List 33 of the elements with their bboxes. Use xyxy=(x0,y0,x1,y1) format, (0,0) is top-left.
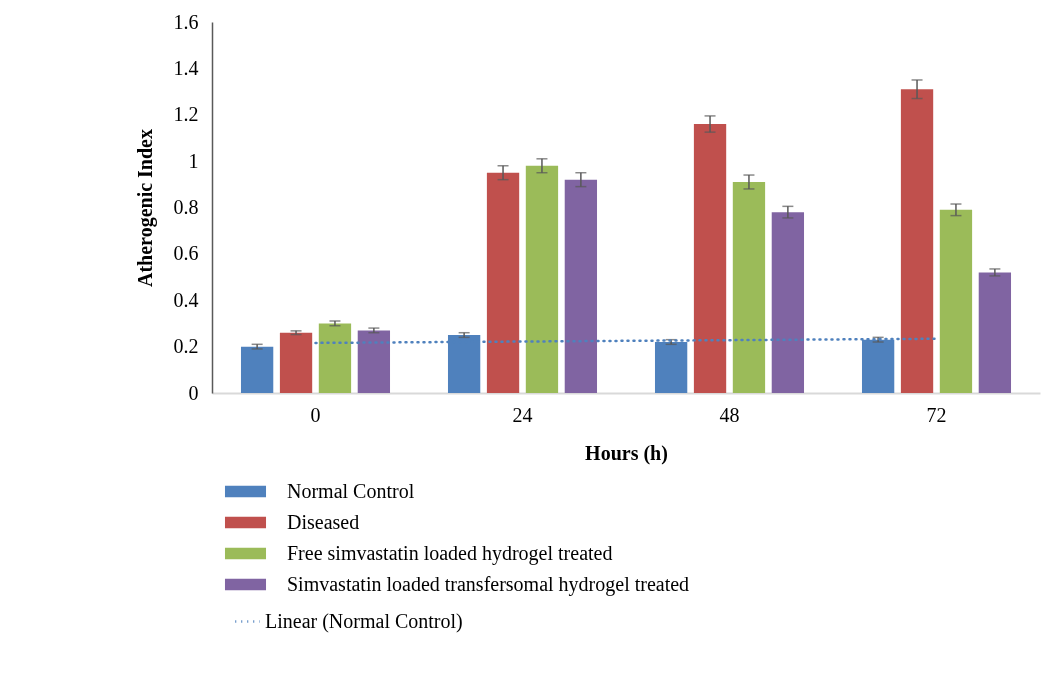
y-tick-label: 1.4 xyxy=(173,56,199,79)
legend-label: Diseased xyxy=(287,510,360,533)
y-axis-title: Atherogenic Index xyxy=(133,129,157,287)
x-axis-title: Hours (h) xyxy=(585,441,668,465)
x-tick-label: 48 xyxy=(719,403,740,426)
y-tick-label: 0.4 xyxy=(173,288,199,311)
legend-label: Simvastatin loaded transfersomal hydrogel treated xyxy=(287,572,690,596)
bar xyxy=(240,346,274,393)
bar xyxy=(486,172,520,393)
y-tick-label: 1.6 xyxy=(173,10,199,33)
bar xyxy=(771,212,805,393)
bar xyxy=(525,165,559,393)
bar xyxy=(357,330,391,393)
legend-label: Normal Control xyxy=(287,479,415,502)
y-tick-label: 1.2 xyxy=(173,103,199,126)
y-tick-label: 1 xyxy=(188,149,199,172)
x-tick-label: 24 xyxy=(512,403,533,426)
legend-label: Free simvastatin loaded hydrogel treated xyxy=(287,541,613,565)
legend-label: Linear (Normal Control) xyxy=(265,609,463,633)
bar xyxy=(564,179,598,393)
bar xyxy=(318,323,352,393)
bar xyxy=(978,272,1012,393)
bar xyxy=(732,181,766,393)
bar xyxy=(279,332,313,393)
y-tick-label: 0.2 xyxy=(173,335,199,358)
y-tick-label: 0.8 xyxy=(173,196,199,218)
x-tick-label: 72 xyxy=(926,403,947,426)
bar xyxy=(939,209,973,393)
bar xyxy=(693,124,727,393)
y-tick-label: 0.6 xyxy=(173,242,199,265)
x-tick-label: 0 xyxy=(310,403,321,426)
bar xyxy=(900,89,934,393)
y-tick-label: 0 xyxy=(188,381,199,404)
